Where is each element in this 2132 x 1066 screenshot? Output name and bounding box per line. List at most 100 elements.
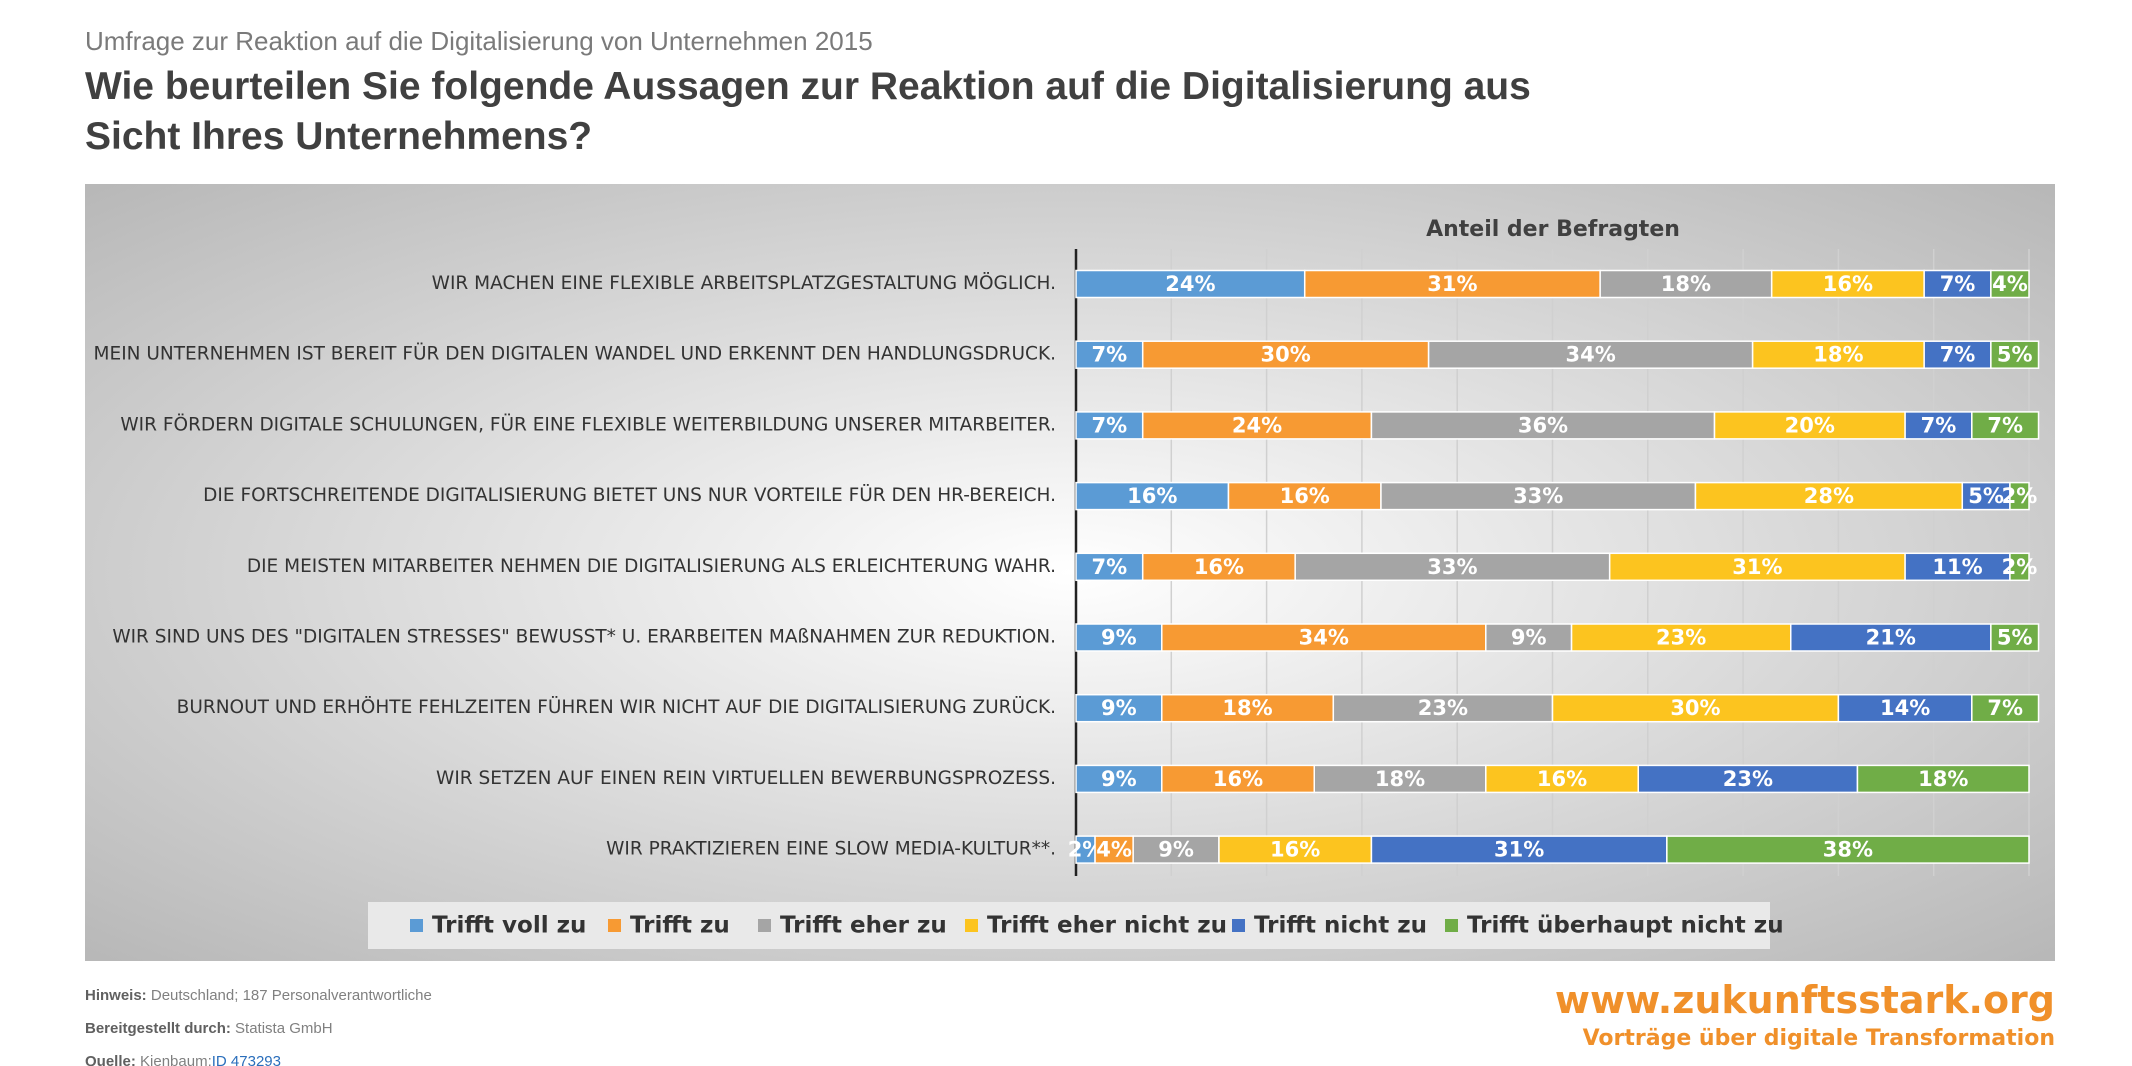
label: Quelle: xyxy=(85,1053,136,1066)
bar-segment xyxy=(1075,623,1163,652)
bar-segment xyxy=(1380,481,1697,511)
bar-segment xyxy=(1751,340,1925,369)
legend-swatch xyxy=(1445,919,1458,932)
value-label: 30% xyxy=(1261,343,1311,367)
value-label: 33% xyxy=(1513,484,1563,508)
bar-segment xyxy=(1570,623,1792,652)
footer-source: Quelle: Kienbaum;ID 473293 xyxy=(85,1053,281,1066)
value-label: 18% xyxy=(1918,767,1968,791)
bar-segment xyxy=(1971,693,2040,723)
label: Bereitgestellt durch: xyxy=(85,1020,231,1037)
category-label: DIE MEISTEN MITARBEITER NEHMEN DIE DIGIT… xyxy=(247,556,1056,577)
category-label: BURNOUT UND ERHÖHTE FEHLZEITEN FÜHREN WI… xyxy=(177,696,1056,718)
bar-segment xyxy=(1990,623,2040,652)
bar-segment xyxy=(1075,693,1163,723)
value-label: 33% xyxy=(1427,555,1477,579)
bar-segment xyxy=(2009,481,2030,511)
bar-segment xyxy=(1075,411,1144,440)
legend-label: Trifft zu xyxy=(630,913,730,939)
category-label: WIR SETZEN AUF EINEN REIN VIRTUELLEN BEW… xyxy=(436,768,1056,789)
bar-segment xyxy=(2009,552,2030,582)
bar-segment xyxy=(1075,481,1230,511)
bar-segment xyxy=(1141,552,1296,582)
bar-segment xyxy=(1770,269,1925,299)
text: Deutschland; 187 Personalverantwortliche xyxy=(150,987,432,1004)
legend-swatch xyxy=(965,919,978,932)
bar-segment xyxy=(1141,411,1373,440)
title: Wie beurteilen Sie folgende Aussagen zur… xyxy=(85,65,1531,158)
value-label: 38% xyxy=(1823,838,1873,862)
value-label: 11% xyxy=(1932,555,1982,579)
legend-swatch xyxy=(1232,919,1245,932)
bar-segment xyxy=(1837,693,1973,723)
value-label: 9% xyxy=(1101,767,1137,791)
axis-title: Anteil der Befragten xyxy=(1426,217,1680,242)
brand: www.zukunftsstark.org xyxy=(1554,978,2055,1022)
bar-segment xyxy=(1961,481,2011,511)
text: Kienbaum; xyxy=(140,1053,212,1066)
label: Hinweis: xyxy=(85,987,147,1004)
bar-segment xyxy=(1904,552,2011,582)
value-label: 34% xyxy=(1565,343,1615,367)
value-label: 5% xyxy=(1968,484,2004,508)
legend-label: Trifft voll zu xyxy=(432,913,586,939)
bar-segment xyxy=(1075,764,1163,794)
footer-provided: Bereitgestellt durch: Statista GmbH xyxy=(85,1020,333,1037)
source-link[interactable]: ID 473293 xyxy=(211,1053,281,1066)
bar-segment xyxy=(1790,623,1992,652)
brand-tagline: Vorträge über digitale Transformation xyxy=(1582,1026,2055,1051)
value-label: 9% xyxy=(1101,696,1137,720)
value-label: 14% xyxy=(1880,696,1930,720)
value-label: 21% xyxy=(1866,626,1916,650)
bar-segment xyxy=(1904,411,1973,440)
bar-segment xyxy=(1161,764,1316,794)
category-label: WIR SIND UNS DES "DIGITALEN STRESSES" BE… xyxy=(112,627,1056,648)
value-label: 5% xyxy=(1997,343,2033,367)
value-label: 16% xyxy=(1537,767,1587,791)
legend-label: Trifft nicht zu xyxy=(1254,913,1427,939)
bar-segment xyxy=(1971,411,2040,440)
value-label: 16% xyxy=(1270,838,1320,862)
value-label: 31% xyxy=(1427,272,1477,296)
value-label: 7% xyxy=(1940,343,1976,367)
value-label: 28% xyxy=(1804,484,1854,508)
value-label: 7% xyxy=(1940,272,1976,296)
value-label: 34% xyxy=(1299,626,1349,650)
value-label: 7% xyxy=(1092,413,1128,437)
supertitle: Umfrage zur Reaktion auf die Digitalisie… xyxy=(85,26,873,56)
bar-segment xyxy=(1551,693,1840,723)
legend-label: Trifft eher nicht zu xyxy=(987,913,1227,939)
value-label: 9% xyxy=(1158,838,1194,862)
legend-label: Trifft eher zu xyxy=(780,913,947,939)
value-label: 16% xyxy=(1213,767,1263,791)
bar-segment xyxy=(1218,835,1373,864)
bar-segment xyxy=(1990,340,2040,369)
bar-segment xyxy=(1666,835,2030,864)
value-label: 9% xyxy=(1511,626,1547,650)
bar-segment xyxy=(1713,411,1906,440)
value-label: 2% xyxy=(2002,555,2038,579)
value-label: 7% xyxy=(1921,413,1957,437)
bar-segment xyxy=(1227,481,1382,511)
value-label: 23% xyxy=(1418,696,1468,720)
bar-segment xyxy=(1485,623,1573,652)
value-label: 16% xyxy=(1280,484,1330,508)
bar-segment xyxy=(1294,552,1611,582)
legend-swatch xyxy=(758,919,771,932)
category-label: MEIN UNTERNEHMEN IST BEREIT FÜR DEN DIGI… xyxy=(94,343,1056,365)
bar-segment xyxy=(1141,340,1430,369)
value-label: 7% xyxy=(1092,343,1128,367)
legend-box xyxy=(368,902,1770,949)
category-label: WIR MACHEN EINE FLEXIBLE ARBEITSPLATZGES… xyxy=(432,272,1056,294)
category-label: DIE FORTSCHREITENDE DIGITALISIERUNG BIET… xyxy=(203,484,1056,506)
value-label: 7% xyxy=(1987,413,2023,437)
value-label: 16% xyxy=(1127,484,1177,508)
bar-segment xyxy=(1485,764,1640,794)
category-label: WIR FÖRDERN DIGITALE SCHULUNGEN, FÜR EIN… xyxy=(120,413,1056,435)
value-label: 24% xyxy=(1232,413,1282,437)
value-label: 20% xyxy=(1785,413,1835,437)
value-label: 16% xyxy=(1823,272,1873,296)
value-label: 16% xyxy=(1194,555,1244,579)
